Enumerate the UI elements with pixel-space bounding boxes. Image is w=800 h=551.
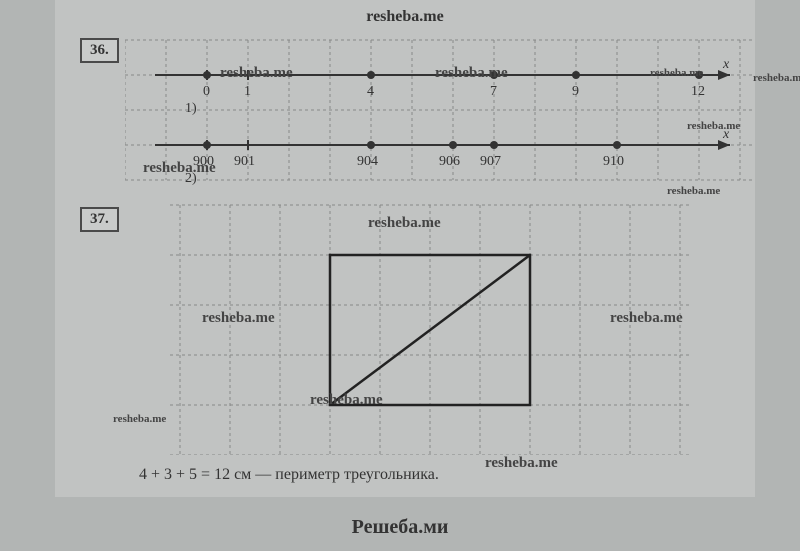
tick-1-0: 0 xyxy=(203,84,210,99)
footer-text: Решеба.ми xyxy=(0,516,800,539)
tick-2-901: 901 xyxy=(234,154,255,169)
line1-label: 1) xyxy=(185,101,197,116)
tick-1-7: 7 xyxy=(490,84,497,99)
watermark: resheba.me xyxy=(485,455,558,472)
watermark: resheba.me xyxy=(143,160,216,177)
watermark: resheba.me xyxy=(610,310,683,327)
watermark: resheba.me xyxy=(113,413,166,425)
problem-37-badge: 37. xyxy=(80,207,119,232)
tick-1-12: 12 xyxy=(691,84,705,99)
tick-2-907: 907 xyxy=(480,154,501,169)
watermark: resheba.me xyxy=(220,65,293,82)
header-watermark: resheba.me xyxy=(55,8,755,26)
watermark: resheba.me xyxy=(435,65,508,82)
tick-2-906: 906 xyxy=(439,154,460,169)
axis-var-1: x xyxy=(722,57,730,72)
watermark: resheba.me xyxy=(310,392,383,409)
tick-1-4: 4 xyxy=(367,84,374,99)
tick-2-910: 910 xyxy=(603,154,624,169)
watermark: resheba.me xyxy=(667,185,720,197)
number-line-2: 900 901 904 906 907 910 x 2) xyxy=(155,127,730,186)
problem-36-figure: 0 1 4 7 9 12 x 1) 900 901 904 906 xyxy=(125,30,755,200)
page-surface: resheba.me 36. xyxy=(55,0,755,497)
watermark: resheba.me xyxy=(753,72,800,84)
problem-36-badge: 36. xyxy=(80,38,119,63)
watermark: resheba.me xyxy=(368,215,441,232)
watermark: resheba.me xyxy=(202,310,275,327)
tick-1-9: 9 xyxy=(572,84,579,99)
tick-2-904: 904 xyxy=(357,154,378,169)
watermark: resheba.me xyxy=(687,120,740,132)
tick-1-1: 1 xyxy=(244,84,251,99)
watermark: resheba.me xyxy=(650,67,703,79)
problem-37-caption: 4 + 3 + 5 = 12 см — периметр треугольник… xyxy=(139,466,439,484)
